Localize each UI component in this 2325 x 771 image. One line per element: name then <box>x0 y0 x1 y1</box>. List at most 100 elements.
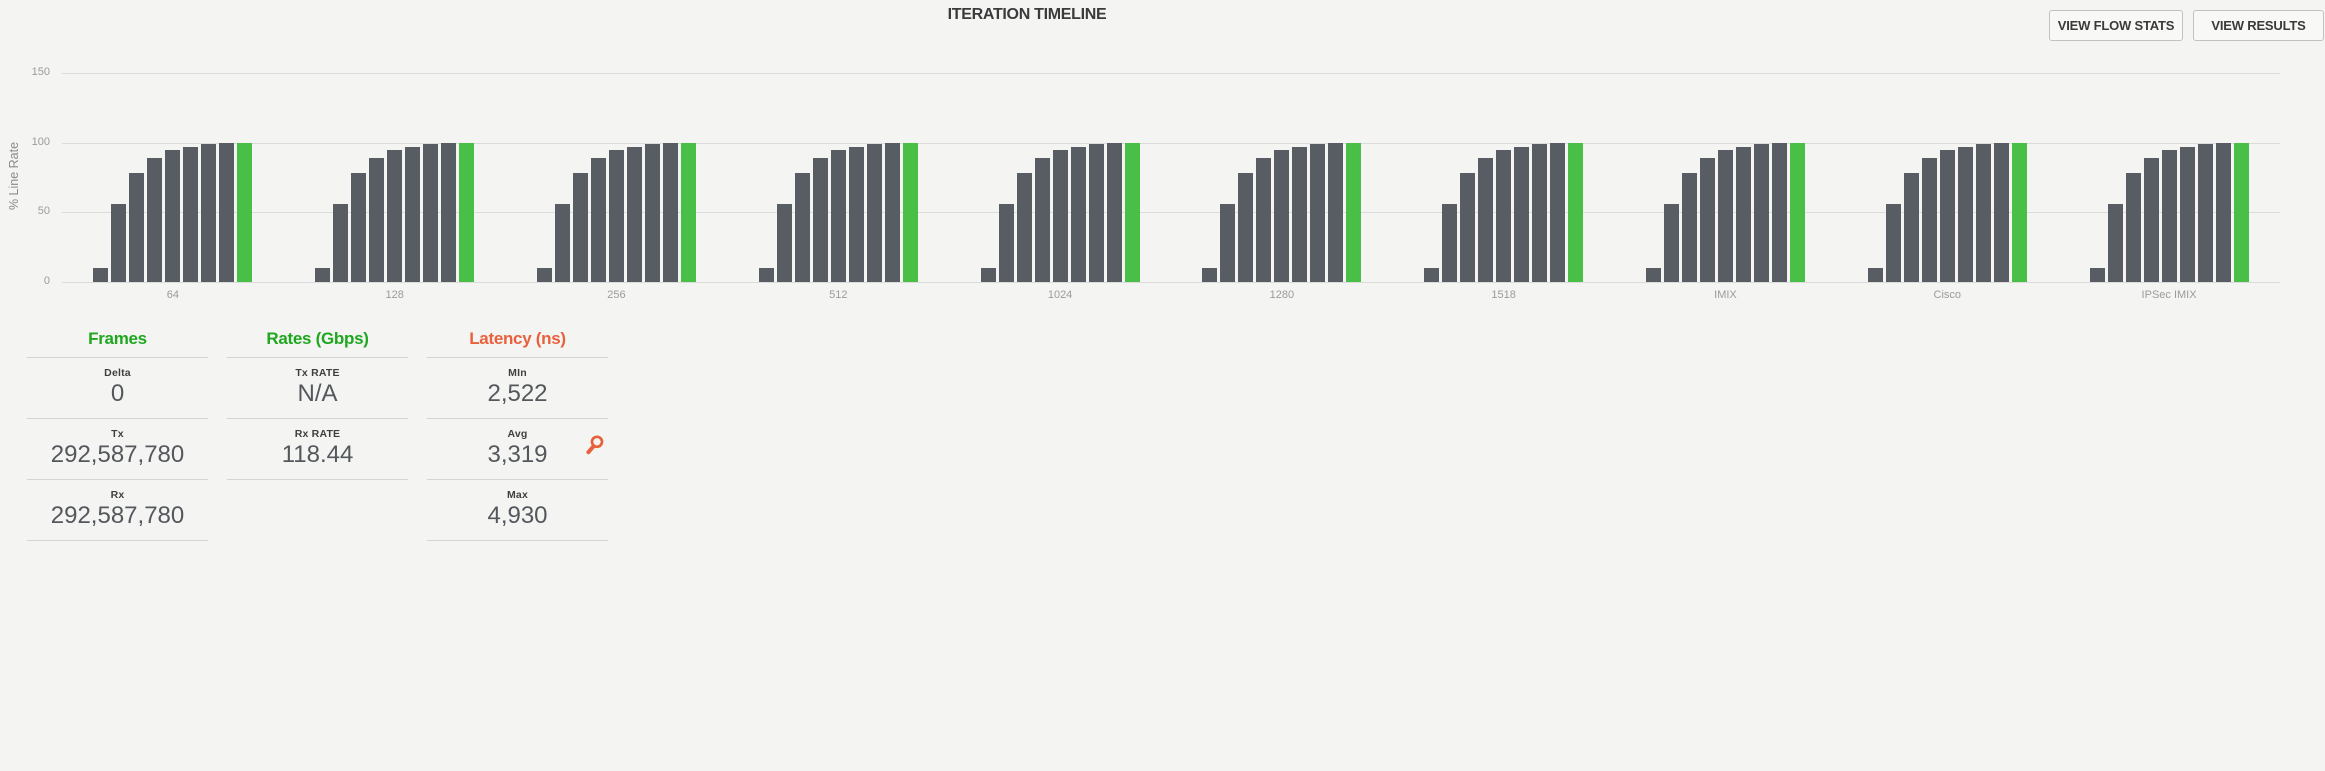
iteration-bar <box>1220 204 1236 282</box>
x-axis-label-64: 64 <box>166 289 180 301</box>
final-rate-bar <box>902 142 918 282</box>
iteration-bar <box>662 142 678 282</box>
view-flow-stats-button[interactable]: VIEW FLOW STATS <box>2049 10 2183 41</box>
iteration-bar <box>1993 142 2009 282</box>
page-title: ITERATION TIMELINE <box>947 6 1107 23</box>
y-tick-label: 0 <box>43 275 50 287</box>
final-rate-bar <box>680 142 696 282</box>
iteration-bar <box>1921 158 1937 282</box>
latency-max-row: Max 4,930 <box>427 480 608 541</box>
iteration-bar <box>2161 149 2177 282</box>
x-axis-label-ipsec-imix: IPSec IMIX <box>2141 289 2197 301</box>
iteration-bar <box>1532 144 1548 282</box>
y-tick-label: 100 <box>31 135 50 148</box>
magnifier-icon[interactable] <box>584 434 606 456</box>
gridline-50 <box>62 212 2280 214</box>
iteration-bar <box>219 142 235 282</box>
iteration-bar <box>848 146 864 282</box>
stat-label: Max <box>506 489 529 501</box>
x-axis-labels: 64 128 256 512 1024 1280 1518 IMIX Cisco IPSec IM… <box>62 289 2280 301</box>
latency-panel-header: Latency (ns) <box>427 318 608 358</box>
stat-label: Avg <box>507 428 528 440</box>
stat-label: Tx RATE <box>295 367 340 379</box>
gridline-0 <box>62 282 2280 283</box>
bar-group-1280 <box>1202 73 1362 282</box>
iteration-bar <box>1753 144 1769 282</box>
final-rate-bar <box>1789 142 1805 282</box>
rates-tx-row: Tx RATE N/A <box>227 358 408 419</box>
iteration-bar <box>1274 149 1290 282</box>
x-axis-label-512: 512 <box>829 289 848 301</box>
stat-label: Rx <box>110 489 125 501</box>
iteration-bar <box>998 204 1014 282</box>
latency-panel: Latency (ns) MIn 2,522 Avg 3,319 Max 4,9… <box>427 318 608 541</box>
iteration-bar <box>1328 142 1344 282</box>
iteration-bar <box>1052 149 1068 282</box>
iteration-bar <box>2215 142 2231 282</box>
y-tick-label: 50 <box>37 205 50 218</box>
stat-label: MIn <box>508 367 527 379</box>
final-rate-bar <box>237 142 253 282</box>
iteration-bar <box>1424 268 1440 282</box>
stat-value: 3,319 <box>487 441 548 468</box>
iteration-bar <box>1735 146 1751 282</box>
stat-value: 2,522 <box>487 380 548 407</box>
iteration-bar <box>554 204 570 282</box>
bar-group-128 <box>315 73 475 282</box>
bar-group-64 <box>93 73 253 282</box>
iteration-bar <box>2143 158 2159 282</box>
gridline-100 <box>62 142 2280 144</box>
iteration-bar <box>1663 204 1679 282</box>
iteration-bar <box>866 144 882 282</box>
iteration-bar <box>1088 144 1104 282</box>
frames-rx-row: Rx 292,587,780 <box>27 480 208 541</box>
iteration-bar <box>1292 146 1308 282</box>
iteration-bar <box>201 144 217 282</box>
view-results-button[interactable]: VIEW RESULTS <box>2193 10 2324 41</box>
iteration-bar <box>812 158 828 282</box>
iteration-bar <box>794 173 810 282</box>
stat-value: 4,930 <box>487 502 548 529</box>
stat-label: Delta <box>104 367 131 379</box>
bar-groups <box>62 73 2280 282</box>
iteration-bar <box>1514 146 1530 282</box>
rates-panel: Rates (Gbps) Tx RATE N/A Rx RATE 118.44 <box>227 318 408 480</box>
iteration-bar <box>1460 173 1476 282</box>
stat-value: N/A <box>297 380 338 407</box>
iteration-bar <box>111 204 127 282</box>
iteration-bar <box>608 149 624 282</box>
iteration-bar <box>1550 142 1566 282</box>
bar-group-256 <box>536 73 696 282</box>
iteration-bar <box>572 173 588 282</box>
frames-panel-header: Frames <box>27 318 208 358</box>
frames-tx-row: Tx 292,587,780 <box>27 419 208 480</box>
stat-label: Rx RATE <box>294 428 341 440</box>
final-rate-bar <box>2233 142 2249 282</box>
x-axis-label-256: 256 <box>607 289 626 301</box>
latency-min-row: MIn 2,522 <box>427 358 608 419</box>
x-axis-label-1518: 1518 <box>1491 289 1516 301</box>
iteration-bar <box>423 144 439 282</box>
bar-group-imix <box>1645 73 1805 282</box>
iteration-bar <box>1681 173 1697 282</box>
iteration-bar <box>830 149 846 282</box>
iteration-bar <box>369 158 385 282</box>
iteration-bar <box>1903 173 1919 282</box>
stat-value: 292,587,780 <box>50 502 185 529</box>
iteration-bar <box>1442 204 1458 282</box>
x-axis-label-1280: 1280 <box>1269 289 1295 301</box>
x-axis-label-cisco: Cisco <box>1933 289 1962 301</box>
iteration-bar <box>758 268 774 282</box>
x-axis-label-imix: IMIX <box>1714 289 1737 301</box>
iteration-bar <box>333 204 349 282</box>
frames-delta-row: Delta 0 <box>27 358 208 419</box>
y-axis-title: % Line Rate <box>7 141 21 211</box>
x-axis-label-1024: 1024 <box>1047 289 1073 301</box>
iteration-bar <box>1957 146 1973 282</box>
y-tick-label: 150 <box>31 66 50 78</box>
bar-group-512 <box>758 73 918 282</box>
iteration-bar <box>1238 173 1254 282</box>
iteration-bar <box>1478 158 1494 282</box>
iteration-bar <box>1016 173 1032 282</box>
bar-group-1518 <box>1424 73 1584 282</box>
